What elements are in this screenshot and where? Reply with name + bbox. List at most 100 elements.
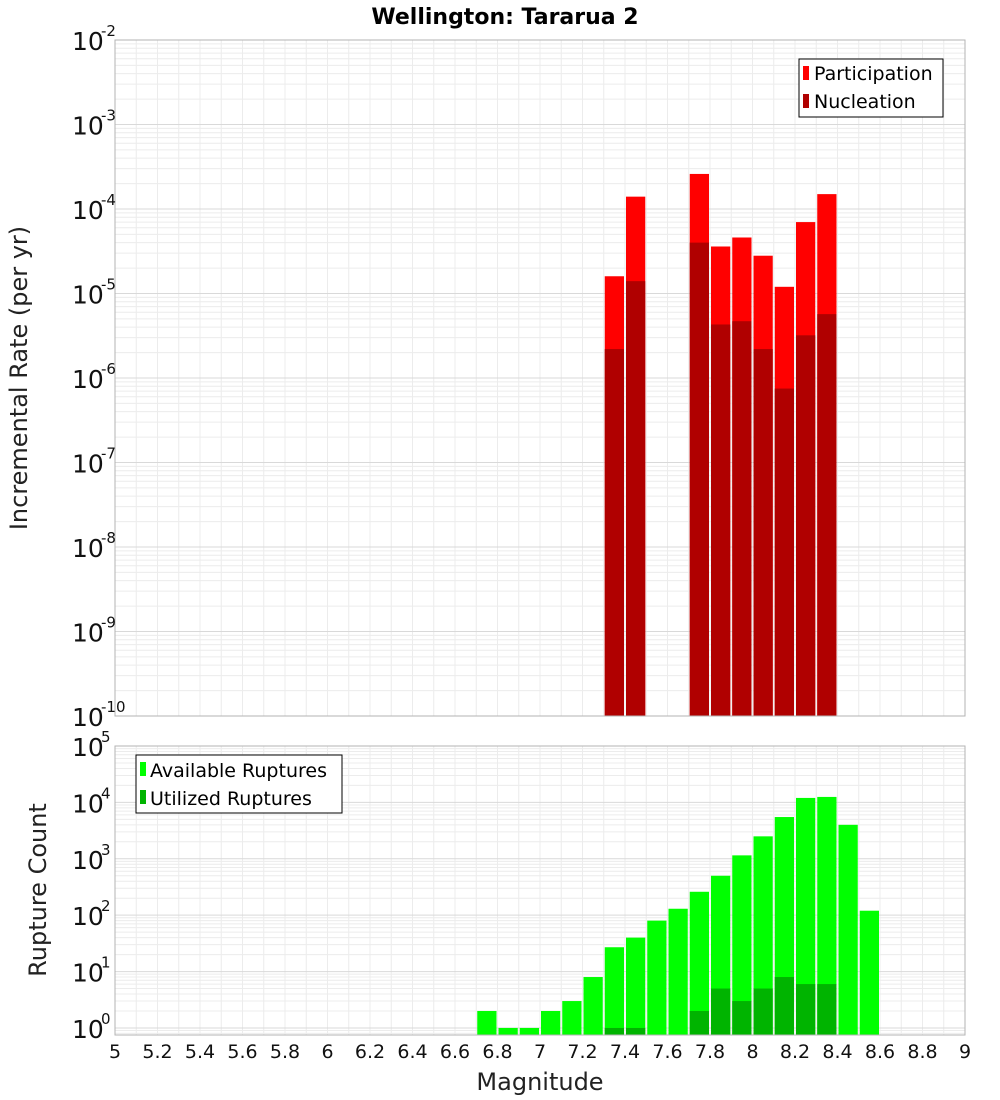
- count-y-tick-label: 10: [72, 846, 104, 875]
- x-tick-label: 5.8: [270, 1041, 300, 1063]
- rate-y-tick-exponent: -3: [101, 107, 116, 125]
- nucleation-legend-label: Nucleation: [814, 91, 916, 113]
- x-axis-label: Magnitude: [476, 1068, 603, 1096]
- count-bar-available-ruptures: [732, 855, 752, 1035]
- count-bar-available-ruptures: [753, 836, 773, 1035]
- count-bar-available-ruptures: [604, 947, 624, 1035]
- count-bar-utilized-ruptures: [732, 1001, 752, 1035]
- count-bar-available-ruptures: [859, 910, 879, 1035]
- count-bar-available-ruptures: [583, 977, 603, 1035]
- rate-legend-box: [798, 58, 944, 118]
- count-plot-frame: [114, 745, 966, 1036]
- count-bar-utilized-ruptures: [753, 988, 773, 1035]
- rate-y-tick-exponent: -7: [101, 445, 116, 463]
- utilized-ruptures-legend-label: Utilized Ruptures: [150, 788, 312, 810]
- count-bar-utilized-ruptures: [604, 1027, 624, 1035]
- x-tick-label: 8.8: [907, 1041, 937, 1063]
- rate-bar-nucleation: [753, 349, 773, 716]
- rate-bar-nucleation: [774, 388, 794, 716]
- rate-y-tick-label: 10: [72, 365, 104, 394]
- count-y-tick-label: 10: [72, 902, 104, 931]
- count-bar-available-ruptures: [562, 1001, 582, 1035]
- rate-y-tick-exponent: -5: [101, 276, 116, 294]
- rate-y-tick-label: 10: [72, 450, 104, 479]
- x-tick-label: 6: [321, 1041, 333, 1063]
- x-tick-label: 6.2: [355, 1041, 385, 1063]
- rate-y-tick-label: 10: [72, 196, 104, 225]
- rate-y-axis-label: Incremental Rate (per yr): [5, 226, 33, 530]
- rate-grid: [115, 40, 965, 716]
- count-bar-utilized-ruptures: [796, 984, 816, 1035]
- rate-bar-nucleation: [732, 321, 752, 716]
- utilized-ruptures-legend-swatch: [140, 790, 146, 804]
- rate-y-tick-label: 10: [72, 534, 104, 563]
- count-bar-available-ruptures: [647, 920, 667, 1035]
- count-bar-available-ruptures: [817, 796, 837, 1035]
- rate-y-tick-label: 10: [72, 27, 104, 56]
- x-tick-label: 9: [959, 1041, 971, 1063]
- rate-y-tick-exponent: -2: [101, 22, 116, 40]
- rate-bar-nucleation: [604, 349, 624, 716]
- available-ruptures-legend-label: Available Ruptures: [150, 760, 327, 782]
- count-y-tick-exponent: 4: [101, 784, 111, 802]
- x-tick-label: 7: [534, 1041, 546, 1063]
- rate-y-tick-exponent: -9: [101, 614, 116, 632]
- x-tick-label: 7.8: [695, 1041, 725, 1063]
- count-y-tick-label: 10: [72, 789, 104, 818]
- magnitude-x-ticks: 5 5.2 5.4 5.6 5.8 6 6.2 6.4 6.6 6.8 7 7.2 7.4 7.6 7.8 8…: [109, 1041, 971, 1063]
- count-bars: [477, 796, 879, 1035]
- count-y-tick-exponent: 3: [101, 841, 111, 859]
- chart-title: Wellington: Tararua 2: [371, 5, 638, 30]
- count-y-axis-label: Rupture Count: [24, 803, 52, 977]
- x-tick-label: 7.2: [567, 1041, 597, 1063]
- x-tick-label: 7.4: [610, 1041, 640, 1063]
- rate-legend: Participation Nucleation: [798, 58, 944, 118]
- count-y-tick-exponent: 1: [101, 954, 111, 972]
- rate-y-tick-label: 10: [72, 112, 104, 141]
- x-tick-label: 5.4: [185, 1041, 215, 1063]
- rate-y-tick-label: 10: [72, 703, 104, 732]
- count-bar-utilized-ruptures: [817, 984, 837, 1035]
- x-tick-label: 8.4: [822, 1041, 852, 1063]
- nucleation-legend-swatch: [803, 94, 809, 108]
- count-bar-available-ruptures: [477, 1010, 497, 1035]
- count-bar-available-ruptures: [838, 824, 858, 1035]
- rate-bar-nucleation: [689, 242, 709, 717]
- x-tick-label: 8.2: [780, 1041, 810, 1063]
- count-bar-available-ruptures: [519, 1027, 539, 1035]
- participation-legend-label: Participation: [814, 63, 933, 85]
- count-bar-available-ruptures: [498, 1027, 518, 1035]
- rate-bar-nucleation: [711, 324, 731, 716]
- rate-y-tick-exponent: -6: [101, 360, 116, 378]
- count-bar-utilized-ruptures: [689, 1010, 709, 1035]
- rate-plot-frame: [114, 39, 966, 717]
- count-bar-utilized-ruptures: [626, 1027, 646, 1035]
- count-legend: Available Ruptures Utilized Ruptures: [135, 754, 343, 814]
- x-tick-label: 5.2: [142, 1041, 172, 1063]
- rate-bar-nucleation: [796, 335, 816, 716]
- count-bar-available-ruptures: [626, 937, 646, 1035]
- count-bar-available-ruptures: [668, 908, 688, 1035]
- x-tick-label: 6.8: [482, 1041, 512, 1063]
- rate-y-tick-label: 10: [72, 619, 104, 648]
- count-legend-box: [135, 754, 343, 814]
- count-y-tick-label: 10: [72, 1015, 104, 1044]
- count-y-tick-label: 10: [72, 733, 104, 762]
- rate-y-tick-exponent: -10: [101, 698, 126, 716]
- count-y-tick-exponent: 2: [101, 897, 111, 915]
- x-tick-label: 6.4: [397, 1041, 427, 1063]
- x-tick-label: 8: [746, 1041, 758, 1063]
- count-bar-available-ruptures: [541, 1010, 561, 1035]
- rate-y-tick-exponent: -8: [101, 529, 116, 547]
- count-bar-available-ruptures: [689, 891, 709, 1035]
- count-bar-utilized-ruptures: [711, 988, 731, 1035]
- x-tick-label: 5: [109, 1041, 121, 1063]
- rate-bar-nucleation: [626, 281, 646, 716]
- available-ruptures-legend-swatch: [140, 762, 146, 776]
- count-y-tick-exponent: 5: [101, 728, 111, 746]
- x-tick-label: 5.6: [227, 1041, 257, 1063]
